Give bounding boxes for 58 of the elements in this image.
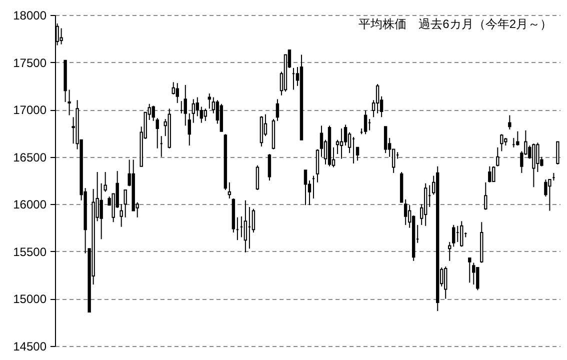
candlestick [468,258,472,284]
candlestick [448,241,452,262]
candlestick [484,182,488,210]
candlestick [60,28,63,45]
candlestick [508,114,512,130]
candlestick [444,266,448,300]
candlestick [344,124,348,146]
candlestick [276,98,280,122]
candlestick [316,148,320,183]
y-tick-label: 16000 [13,198,47,212]
candlestick [500,134,504,152]
candlestick [268,154,272,181]
y-tick-label: 15500 [13,244,47,259]
candlestick [532,143,536,188]
candlestick [320,125,324,158]
candlestick [384,126,388,154]
candlestick [176,82,179,104]
candlestick [336,139,340,155]
candlestick [156,118,159,149]
candlestick [472,262,476,286]
candlestick [192,98,196,124]
candlestick [184,84,188,126]
candlestick [152,105,155,122]
candlestick [340,128,344,160]
candlestick [460,220,464,248]
y-tick-label: 18000 [13,8,47,22]
candlestick [376,84,380,114]
candlestick [356,146,360,162]
candlestick [188,112,192,146]
candlestick [404,198,408,226]
candlestick [196,96,200,117]
candlestick [556,141,560,165]
y-tick-label: 15000 [13,292,47,306]
candlestick [252,208,256,234]
candlestick [228,182,232,199]
candlestick [200,106,204,124]
y-tick-label: 17000 [13,103,47,118]
candlestick [492,166,496,182]
candlestick [172,82,175,95]
candlestick [364,110,368,135]
candlestick [208,92,212,110]
candlestick [304,170,308,206]
y-tick-label: 14500 [13,340,47,354]
candlestick [488,166,492,183]
candlestick [496,146,500,167]
candlestick [516,130,520,146]
candlestick [256,164,260,190]
y-tick-label: 16500 [13,150,47,164]
candlestick [204,108,208,122]
candlestick [536,142,540,172]
candlestick [120,204,123,228]
candlestick [124,189,127,218]
y-tick-label: 17500 [13,56,47,70]
candlestick [68,89,71,116]
candlestick [452,224,456,248]
candlestick [244,200,248,253]
chart-title: 平均株価 過去6カ月（今年2月～） [358,17,552,31]
candlestick [476,267,480,291]
